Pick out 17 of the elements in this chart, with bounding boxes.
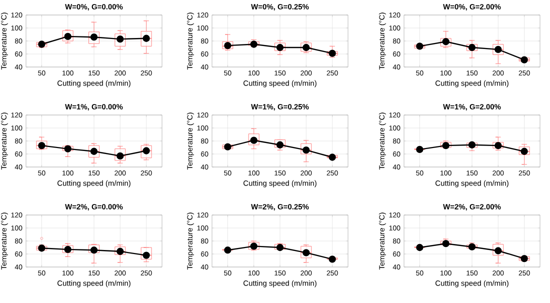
point: [142, 34, 150, 42]
point: [416, 244, 424, 252]
point: [142, 252, 150, 259]
point: [90, 148, 98, 155]
point: [250, 136, 258, 144]
point: [302, 146, 310, 154]
point: [224, 246, 232, 254]
point: [328, 256, 336, 263]
point: [142, 147, 150, 154]
point: [494, 247, 502, 254]
point: [416, 146, 424, 154]
point: [116, 152, 124, 160]
point: [90, 34, 98, 41]
point: [328, 154, 336, 161]
point: [302, 249, 310, 256]
point: [64, 32, 72, 40]
point: [116, 35, 124, 43]
